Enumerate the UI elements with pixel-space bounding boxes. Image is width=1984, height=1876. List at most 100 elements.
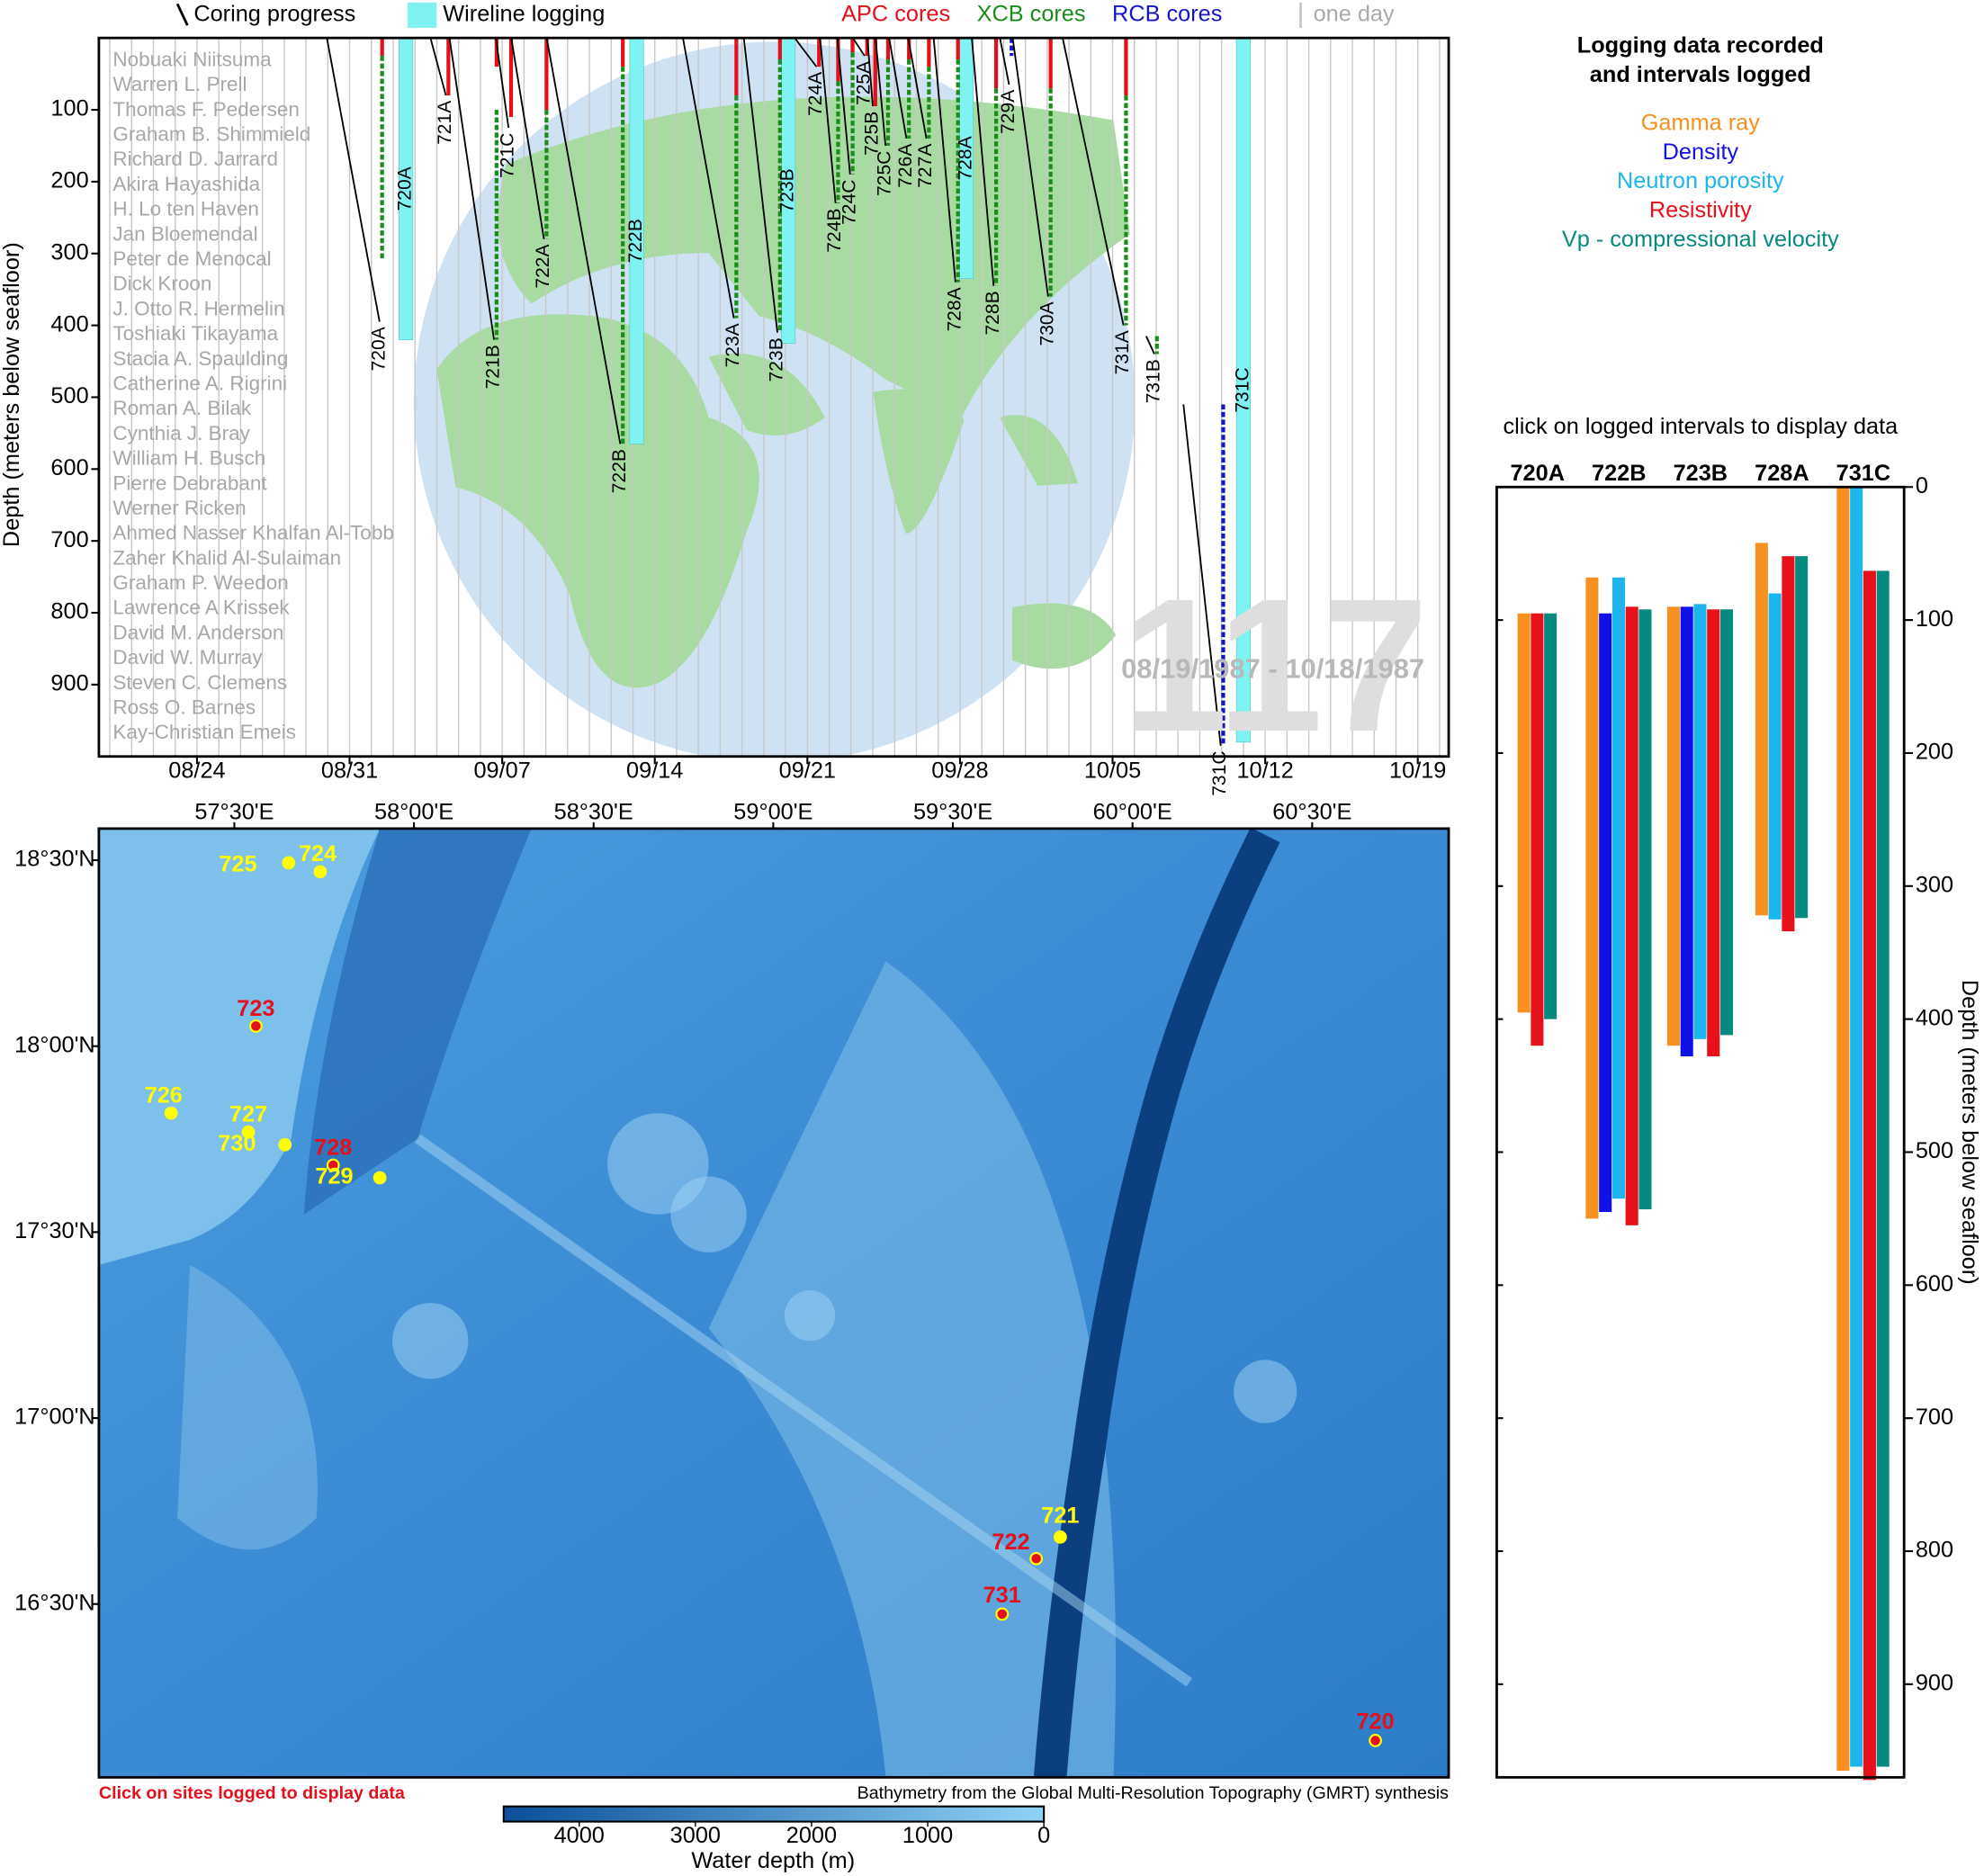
site-label[interactable]: 731 xyxy=(983,1583,1021,1608)
legend-label: one day xyxy=(1314,2,1395,27)
decoration xyxy=(303,828,532,1215)
y-axis-title: Depth (meters below seafloor) xyxy=(1957,980,1982,1285)
interval-bar[interactable] xyxy=(1666,606,1680,1046)
coring-line xyxy=(836,38,851,175)
interval-bar[interactable] xyxy=(1850,487,1863,1767)
interval-bar[interactable] xyxy=(1795,556,1809,919)
site-label[interactable]: 728 xyxy=(314,1135,352,1160)
interval-bar[interactable] xyxy=(1876,570,1890,1767)
site-marker xyxy=(313,865,328,879)
decoration xyxy=(177,1264,318,1550)
coring-line xyxy=(1145,336,1155,355)
participant-name: Warren L. Prell xyxy=(112,73,247,95)
interval-bar[interactable] xyxy=(1638,609,1652,1210)
interval-bar[interactable] xyxy=(1768,593,1782,920)
coring-line xyxy=(819,38,837,203)
y-tick-label: 600 xyxy=(50,455,88,480)
y-tick-label: 200 xyxy=(50,168,88,193)
coring-line xyxy=(794,38,818,67)
logging-label: 722B xyxy=(625,219,646,263)
coring-line xyxy=(866,38,874,107)
participant-name: H. Lo ten Haven xyxy=(112,198,258,220)
logging-label: 723B xyxy=(777,168,798,212)
decoration xyxy=(1234,1360,1297,1423)
site-marker[interactable] xyxy=(1029,1551,1044,1566)
interval-bar[interactable] xyxy=(1863,570,1876,1781)
coring-line xyxy=(326,38,381,322)
participant-name: Pierre Debrabant xyxy=(112,471,267,494)
colorbar-tick-label: 1000 xyxy=(902,1823,953,1848)
participant-name: David M. Anderson xyxy=(112,621,283,643)
interval-bar[interactable] xyxy=(1680,606,1693,1057)
hole-label: 728A xyxy=(944,286,965,331)
site-marker[interactable] xyxy=(249,1019,263,1033)
participant-name: Toshiaki Tikayama xyxy=(112,322,278,345)
hole-label: 726A xyxy=(895,143,916,188)
site-label: 724 xyxy=(299,841,337,866)
lon-tick-label: 58°30'E xyxy=(554,800,633,825)
lon-tick-label: 59°30'E xyxy=(913,800,992,825)
y-tick-label: 100 xyxy=(1916,606,1953,632)
hole-label: 728B xyxy=(983,291,1003,335)
lat-tick-label: 17°00'N xyxy=(14,1405,95,1430)
hole-label: 731B xyxy=(1144,359,1164,403)
interval-bar[interactable] xyxy=(1517,613,1531,1013)
hole-label: 731C xyxy=(1209,750,1230,795)
legend-label: Gamma ray xyxy=(1641,110,1760,135)
coring-line xyxy=(932,38,956,283)
hole-label: 727A xyxy=(915,143,936,188)
site-label[interactable]: 720 xyxy=(1356,1709,1394,1734)
site-marker[interactable] xyxy=(326,1158,340,1172)
lat-tick-label: 18°00'N xyxy=(14,1032,95,1057)
site-label: 727 xyxy=(229,1102,267,1127)
participant-name: Roman A. Bilak xyxy=(112,397,251,419)
lon-tick-label: 57°30'E xyxy=(194,800,274,825)
decoration xyxy=(1495,485,1906,1779)
interval-bar[interactable] xyxy=(1625,606,1638,1225)
site-marker[interactable] xyxy=(1369,1734,1382,1747)
legend-core-type: APC cores xyxy=(841,2,950,27)
interval-bar[interactable] xyxy=(1707,609,1720,1057)
interval-bar[interactable] xyxy=(1599,613,1612,1213)
participant-name: David W. Murray xyxy=(112,646,263,669)
lon-tick-label: 58°00'E xyxy=(374,800,453,825)
participant-name: Steven C. Clemens xyxy=(112,671,287,694)
lon-tick-label: 60°00'E xyxy=(1093,800,1172,825)
coring-line xyxy=(1182,404,1222,746)
interval-bar[interactable] xyxy=(1782,556,1795,932)
decoration xyxy=(873,389,965,534)
interval-bar[interactable] xyxy=(1719,609,1734,1036)
hole-label: 723B xyxy=(1674,461,1728,486)
site-label: 730 xyxy=(218,1131,256,1156)
hole-label: 720A xyxy=(1510,461,1564,486)
y-axis-title: Depth (meters below seafloor) xyxy=(0,242,24,547)
site-label[interactable]: 722 xyxy=(992,1530,1029,1555)
x-tick-label: 09/21 xyxy=(779,758,836,783)
interval-bar[interactable] xyxy=(1611,577,1625,1199)
site-label[interactable]: 723 xyxy=(237,996,274,1021)
interval-bar[interactable] xyxy=(1693,604,1707,1039)
participant-name: Richard D. Jarrard xyxy=(112,148,278,170)
decoration xyxy=(708,353,825,435)
y-tick-label: 300 xyxy=(50,239,88,265)
legend-label: Neutron porosity xyxy=(1617,168,1784,193)
site-label: 721 xyxy=(1041,1503,1079,1529)
hole-label: 721A xyxy=(435,100,455,145)
y-tick-label: 0 xyxy=(1916,473,1928,498)
coring-line xyxy=(742,38,778,333)
coring-line xyxy=(510,38,545,239)
lon-tick-label: 60°30'E xyxy=(1272,800,1351,825)
interval-bar[interactable] xyxy=(1755,543,1768,916)
interval-bar[interactable] xyxy=(1544,613,1558,1019)
legend-core-type: RCB cores xyxy=(1112,2,1222,27)
interval-bar[interactable] xyxy=(1531,613,1544,1046)
decoration xyxy=(392,1303,469,1379)
x-tick-label: 08/24 xyxy=(168,758,225,783)
interval-bar[interactable] xyxy=(1585,577,1599,1219)
x-tick-label: 10/12 xyxy=(1236,758,1293,783)
interval-bar[interactable] xyxy=(1836,487,1850,1771)
site-marker[interactable] xyxy=(995,1607,1010,1621)
participant-name: Lawrence A Krissek xyxy=(112,597,290,619)
coring-line xyxy=(429,38,447,96)
